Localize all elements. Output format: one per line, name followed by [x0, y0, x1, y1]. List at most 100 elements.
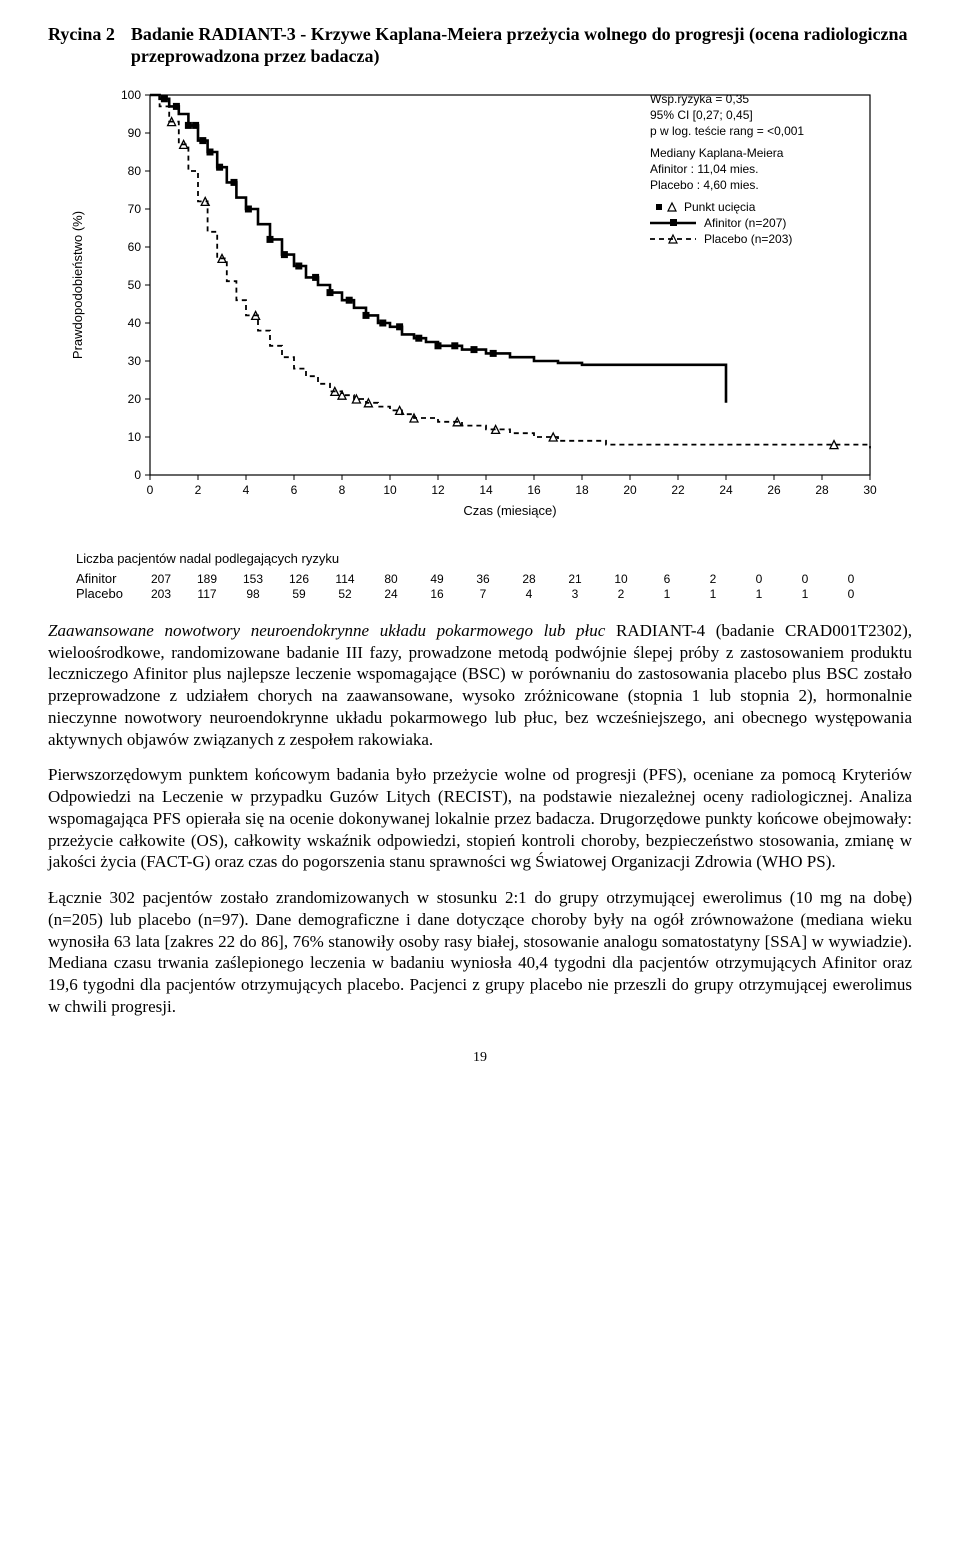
risk-table-cell: 117	[184, 587, 230, 601]
x-axis-label: Czas (miesiące)	[463, 503, 556, 518]
annotation-median-placebo: Placebo : 4,60 mies.	[650, 178, 759, 192]
y-tick-label: 100	[121, 88, 141, 102]
censor-marker-square	[471, 346, 478, 353]
y-tick-label: 60	[128, 240, 142, 254]
x-tick-label: 6	[291, 483, 298, 497]
y-tick-label: 70	[128, 202, 142, 216]
risk-table-cell: 126	[276, 572, 322, 586]
risk-table-cell: 59	[276, 587, 322, 601]
km-svg: 0102030405060708090100024681012141618202…	[60, 75, 900, 535]
annotation-hazard-ratio: Wsp.ryzyka = 0,35	[650, 92, 749, 106]
censor-marker-square	[379, 320, 386, 327]
risk-table-cell: 207	[138, 572, 184, 586]
legend-censor-label: Punkt ucięcia	[684, 200, 756, 214]
y-tick-label: 10	[128, 430, 142, 444]
risk-table-series-name: Placebo	[48, 586, 138, 602]
figure-header: Rycina 2 Badanie RADIANT-3 - Krzywe Kapl…	[48, 24, 912, 67]
x-tick-label: 16	[527, 483, 541, 497]
risk-table-cell: 7	[460, 587, 506, 601]
risk-table-row: Placebo2031179859522416743211110	[48, 586, 912, 602]
figure-label: Rycina 2	[48, 24, 115, 67]
y-tick-label: 40	[128, 316, 142, 330]
censor-marker-square	[245, 206, 252, 213]
annotation-median-afinitor: Afinitor : 11,04 mies.	[650, 162, 759, 176]
risk-table-cell: 98	[230, 587, 276, 601]
page-number: 19	[48, 1050, 912, 1067]
censor-marker-square	[173, 103, 180, 110]
paragraph-1-rest: RADIANT-4 (badanie CRAD001T2302), wieloo…	[48, 621, 912, 749]
legend-censor-square-icon	[656, 204, 662, 210]
censor-marker-square	[363, 312, 370, 319]
risk-table-cell: 114	[322, 572, 368, 586]
censor-marker-square	[199, 137, 206, 144]
censor-marker-square	[161, 95, 168, 102]
y-tick-label: 80	[128, 164, 142, 178]
risk-table-cell: 2	[598, 587, 644, 601]
risk-table-row: Afinitor20718915312611480493628211062000	[48, 571, 912, 587]
censor-marker-square	[185, 122, 192, 129]
annotation-pvalue: p w log. teście rang = <0,001	[650, 124, 804, 138]
censor-marker-square	[327, 289, 334, 296]
censor-marker-square	[435, 342, 442, 349]
annotation-ci: 95% CI [0,27; 0,45]	[650, 108, 753, 122]
x-tick-label: 12	[431, 483, 445, 497]
x-tick-label: 2	[195, 483, 202, 497]
annotation-median-header: Mediany Kaplana-Meiera	[650, 146, 784, 160]
risk-table-cell: 4	[506, 587, 552, 601]
risk-table-cell: 80	[368, 572, 414, 586]
censor-marker-square	[396, 323, 403, 330]
censor-marker-square	[490, 350, 497, 357]
legend-afinitor-marker-icon	[670, 219, 677, 226]
paragraph-1-lead: Zaawansowane nowotwory neuroendokrynne u…	[48, 621, 605, 640]
x-tick-label: 20	[623, 483, 637, 497]
paragraph-2: Pierwszorzędowym punktem końcowym badani…	[48, 764, 912, 873]
censor-marker-square	[312, 274, 319, 281]
risk-table-cell: 10	[598, 572, 644, 586]
x-tick-label: 24	[719, 483, 733, 497]
x-tick-label: 28	[815, 483, 829, 497]
paragraph-1: Zaawansowane nowotwory neuroendokrynne u…	[48, 620, 912, 751]
risk-table-cell: 189	[184, 572, 230, 586]
x-tick-label: 18	[575, 483, 589, 497]
x-tick-label: 22	[671, 483, 685, 497]
censor-marker-square	[346, 297, 353, 304]
legend-censor-triangle-icon	[668, 203, 676, 211]
risk-table-cell: 28	[506, 572, 552, 586]
x-tick-label: 4	[243, 483, 250, 497]
paragraph-3: Łącznie 302 pacjentów zostało zrandomizo…	[48, 887, 912, 1018]
risk-table-cell: 3	[552, 587, 598, 601]
risk-table-cell: 0	[828, 572, 874, 586]
risk-table-cell: 52	[322, 587, 368, 601]
censor-marker-square	[415, 335, 422, 342]
risk-table-cell: 24	[368, 587, 414, 601]
censor-marker-square	[295, 263, 302, 270]
x-tick-label: 26	[767, 483, 781, 497]
risk-table-cell: 1	[690, 587, 736, 601]
y-tick-label: 30	[128, 354, 142, 368]
figure-title: Badanie RADIANT-3 - Krzywe Kaplana-Meier…	[131, 24, 912, 67]
y-tick-label: 90	[128, 126, 142, 140]
x-tick-label: 8	[339, 483, 346, 497]
x-tick-label: 0	[147, 483, 154, 497]
censor-marker-square	[267, 236, 274, 243]
risk-table-cell: 21	[552, 572, 598, 586]
legend-placebo-label: Placebo (n=203)	[704, 232, 792, 246]
x-tick-label: 10	[383, 483, 397, 497]
y-tick-label: 0	[134, 468, 141, 482]
body-text: Zaawansowane nowotwory neuroendokrynne u…	[48, 620, 912, 1018]
censor-marker-square	[207, 149, 214, 156]
risk-table-cell: 49	[414, 572, 460, 586]
km-chart: 0102030405060708090100024681012141618202…	[60, 75, 900, 535]
x-tick-label: 30	[863, 483, 877, 497]
legend-afinitor-label: Afinitor (n=207)	[704, 216, 786, 230]
risk-table-cell: 1	[644, 587, 690, 601]
x-tick-label: 14	[479, 483, 493, 497]
censor-marker-square	[231, 179, 238, 186]
risk-table: Liczba pacjentów nadal podlegających ryz…	[48, 551, 912, 602]
risk-table-cell: 2	[690, 572, 736, 586]
risk-table-cell: 36	[460, 572, 506, 586]
risk-table-cell: 16	[414, 587, 460, 601]
km-curve-afinitor	[150, 95, 726, 403]
risk-table-cell: 0	[736, 572, 782, 586]
risk-table-header: Liczba pacjentów nadal podlegających ryz…	[76, 551, 912, 567]
